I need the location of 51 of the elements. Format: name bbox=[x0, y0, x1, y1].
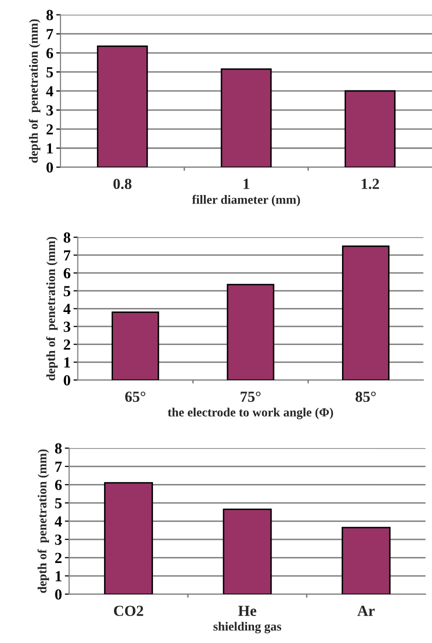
y-tick-label: 4 bbox=[63, 304, 71, 314]
y-tick-label: 6 bbox=[46, 48, 54, 58]
x-axis-title: the electrode to work angle (Φ) bbox=[168, 408, 334, 420]
bar bbox=[226, 284, 274, 380]
x-axis-title: filler diameter (mm) bbox=[192, 194, 300, 206]
y-tick-label: 8 bbox=[55, 443, 62, 454]
y-tick-label: 7 bbox=[55, 462, 62, 472]
x-tick-label: 75° bbox=[240, 392, 261, 402]
y-tick-label: 5 bbox=[55, 498, 62, 508]
y-tick-label: 3 bbox=[64, 322, 70, 332]
y-tick-label: 3 bbox=[46, 105, 54, 116]
y-tick-label: 2 bbox=[64, 340, 70, 350]
bar bbox=[112, 312, 160, 380]
y-axis-title: depth of penetration (mm) bbox=[38, 449, 49, 593]
x-axis-title: shielding gas bbox=[213, 622, 282, 634]
bar bbox=[342, 526, 391, 594]
y-tick-label: 8 bbox=[64, 232, 70, 243]
y-axis-title: depth of penetration (mm) bbox=[28, 19, 40, 163]
y-tick-label: 1 bbox=[47, 143, 53, 154]
x-tick-label: Ar bbox=[357, 606, 375, 616]
y-tick-label: 1 bbox=[64, 357, 70, 368]
bar bbox=[222, 508, 272, 594]
y-tick-label: 4 bbox=[54, 516, 62, 526]
bar bbox=[104, 482, 153, 594]
y-tick-label: 2 bbox=[55, 552, 62, 563]
x-tick-label: 1.2 bbox=[362, 178, 379, 190]
y-tick-label: 2 bbox=[46, 124, 53, 134]
x-tick-label: CO2 bbox=[114, 606, 144, 616]
bar bbox=[96, 46, 148, 168]
y-tick-label: 4 bbox=[46, 86, 54, 96]
y-tick-label: 6 bbox=[64, 268, 70, 278]
y-tick-label: 3 bbox=[55, 534, 62, 545]
y-tick-label: 1 bbox=[56, 571, 62, 582]
y-tick-label: 7 bbox=[46, 29, 54, 40]
x-tick-label: 65° bbox=[125, 392, 146, 402]
y-tick-label: 0 bbox=[64, 375, 70, 386]
bar bbox=[344, 90, 396, 168]
y-tick-label: 5 bbox=[46, 67, 53, 78]
x-tick-label: 1 bbox=[244, 178, 250, 189]
y-tick-label: 7 bbox=[64, 250, 70, 260]
y-axis-title: depth of penetration (mm) bbox=[46, 236, 58, 380]
y-tick-label: 8 bbox=[46, 10, 54, 20]
y-tick-label: 6 bbox=[55, 480, 62, 490]
bar bbox=[342, 245, 390, 380]
x-tick-label: He bbox=[238, 606, 256, 616]
x-tick-label: 0.8 bbox=[113, 178, 132, 190]
y-tick-label: 0 bbox=[55, 589, 62, 600]
bar bbox=[220, 68, 272, 168]
y-tick-label: 5 bbox=[64, 286, 70, 296]
y-tick-label: 0 bbox=[46, 162, 53, 173]
x-tick-label: 85° bbox=[356, 392, 376, 402]
